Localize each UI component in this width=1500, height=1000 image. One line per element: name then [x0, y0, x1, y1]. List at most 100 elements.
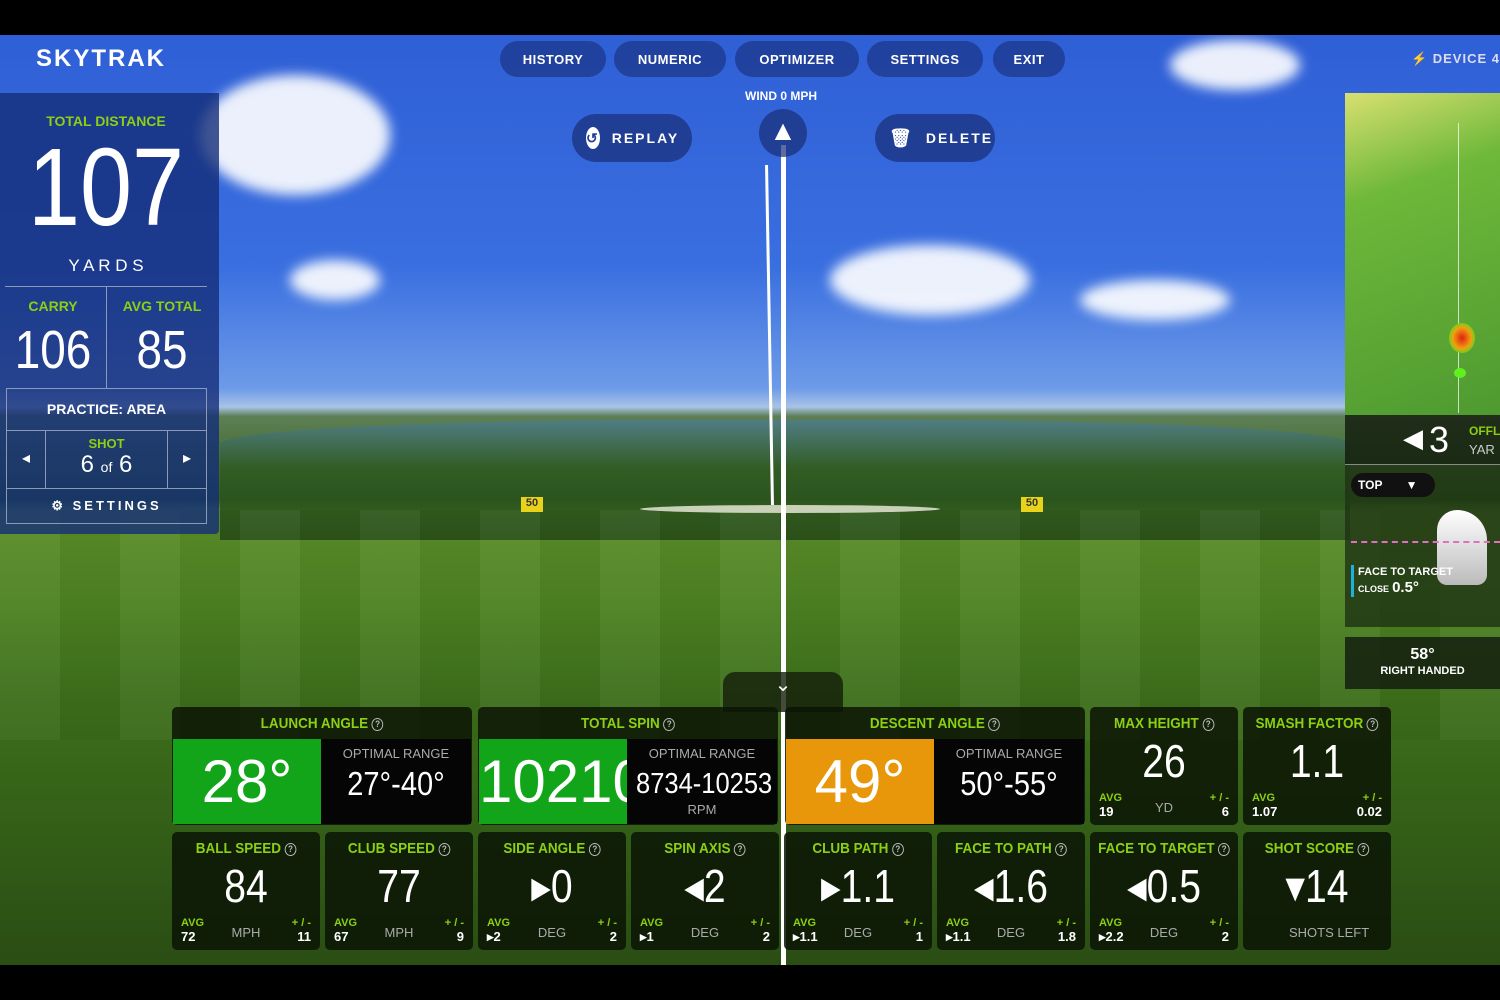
avg-label: AVG: [793, 917, 817, 929]
cloud: [1170, 40, 1300, 90]
metric-value: ▸1.1: [820, 860, 895, 912]
club-face-view: TOP ▼ FACE TO TARGET CLOSE 0.5°: [1345, 465, 1500, 627]
cloud: [290, 260, 380, 300]
plus-minus-value: 2: [1221, 929, 1229, 944]
metric-value: 49°: [786, 739, 934, 824]
offline-readout: ◀ 3 OFFLI YAR: [1345, 415, 1500, 465]
offline-label: OFFLI: [1469, 424, 1500, 438]
max-height-card: MAX HEIGHT? 26 AVG 19 YD + / -6: [1090, 707, 1238, 825]
card-title: CLUB PATH?: [791, 840, 924, 857]
replay-button[interactable]: ↺ REPLAY: [572, 114, 692, 162]
unit-label: DEG: [537, 925, 567, 940]
right-panel: ◀ 3 OFFLI YAR TOP ▼ FACE TO TARGET CLOSE …: [1345, 93, 1500, 689]
spin-axis-card: SPIN AXIS? ◂2 AVG ▸1 DEG + / -2: [631, 832, 779, 950]
avg-value: 1.07: [1252, 804, 1278, 819]
card-title: LAUNCH ANGLE?: [187, 715, 457, 732]
avg-label: AVG: [1252, 792, 1276, 804]
unit-label: SHOTS LEFT: [1289, 925, 1370, 940]
help-icon[interactable]: ?: [663, 718, 676, 731]
collapse-toggle[interactable]: ⌄: [723, 672, 843, 712]
card-title: SHOT SCORE?: [1250, 840, 1383, 857]
nav-settings[interactable]: SETTINGS: [867, 41, 983, 77]
avg-label: AVG: [946, 917, 970, 929]
metric-value: ◂0.5: [1126, 860, 1201, 912]
help-icon[interactable]: ?: [371, 718, 384, 731]
optimal-range-label: OPTIMAL RANGE: [955, 746, 1063, 761]
help-icon[interactable]: ?: [1055, 843, 1068, 856]
prev-shot-button[interactable]: ◂: [7, 431, 46, 488]
face-dir: CLOSE: [1358, 584, 1390, 594]
face-to-target-readout: FACE TO TARGET CLOSE 0.5°: [1351, 565, 1453, 597]
unit-label: DEG: [690, 925, 720, 940]
unit-label: RPM: [687, 802, 717, 817]
avg-value: ▸2.2: [1099, 929, 1124, 944]
descent-angle-card: DESCENT ANGLE? 49° OPTIMAL RANGE 50°-55°: [785, 707, 1085, 825]
help-icon[interactable]: ?: [891, 843, 904, 856]
total-distance-label: TOTAL DISTANCE: [46, 113, 166, 129]
cloud: [1080, 280, 1230, 320]
plus-minus-label: + / -: [750, 917, 770, 929]
avg-label: AVG: [334, 917, 358, 929]
card-title: SPIN AXIS?: [638, 840, 771, 857]
unit-label: MPH: [231, 925, 261, 940]
next-shot-button[interactable]: ▸: [167, 431, 206, 488]
avg-label: AVG: [181, 917, 205, 929]
help-icon[interactable]: ?: [284, 843, 297, 856]
help-icon[interactable]: ?: [1357, 843, 1370, 856]
yards-label: YAR: [1469, 442, 1495, 457]
shot-label: SHOT: [88, 436, 125, 451]
face-value: 0.5°: [1392, 579, 1419, 596]
launch-angle-card: LAUNCH ANGLE? 28° OPTIMAL RANGE 27°-40°: [172, 707, 472, 825]
metric-value: 26: [1142, 735, 1186, 787]
optimal-range-value: 50°-55°: [960, 765, 1058, 802]
card-title: SIDE ANGLE?: [485, 840, 618, 857]
plus-minus-label: + / -: [1209, 792, 1229, 804]
plus-minus-value: 1.8: [1057, 929, 1076, 944]
chevron-down-icon: ▼: [1405, 478, 1418, 492]
plus-minus-value: 2: [609, 929, 617, 944]
club-speed-card: CLUB SPEED? 77 AVG 67 MPH + / -9: [325, 832, 473, 950]
optimal-range-value: 27°-40°: [347, 765, 445, 802]
help-icon[interactable]: ?: [1366, 718, 1379, 731]
avg-label: AVG: [487, 917, 511, 929]
nav-exit[interactable]: EXIT: [993, 41, 1065, 77]
card-title: FACE TO TARGET?: [1097, 840, 1230, 857]
shot-heat-spot: [1449, 323, 1475, 353]
help-icon[interactable]: ?: [1202, 718, 1215, 731]
summary-panel: TOTAL DISTANCE 107 Y A R D S CARRY 106 A…: [0, 93, 219, 534]
help-icon[interactable]: ?: [988, 718, 1001, 731]
nav-optimizer[interactable]: OPTIMIZER: [735, 41, 859, 77]
carry-label: CARRY: [28, 298, 78, 314]
plus-minus-label: + / -: [1209, 917, 1229, 929]
offline-value: 3: [1429, 419, 1450, 460]
delete-label: DELETE: [925, 130, 994, 146]
metric-value: ▾14: [1285, 860, 1349, 912]
delete-button[interactable]: 🗑 DELETE: [875, 114, 995, 162]
help-icon[interactable]: ?: [1218, 843, 1230, 856]
card-title: CLUB SPEED?: [332, 840, 465, 857]
card-title: SMASH FACTOR?: [1250, 715, 1383, 732]
plus-minus-label: + / -: [291, 917, 311, 929]
card-title: BALL SPEED?: [179, 840, 312, 857]
ball-speed-card: BALL SPEED? 84 AVG 72 MPH + / -11: [172, 832, 320, 950]
nav-history[interactable]: HISTORY: [500, 41, 606, 77]
avg-label: AVG: [1099, 917, 1123, 929]
smash-factor-card: SMASH FACTOR? 1.1 AVG 1.07 + / -0.02: [1243, 707, 1391, 825]
skytrak-logo: SKYTRAK: [36, 45, 167, 72]
view-dropdown[interactable]: TOP ▼: [1351, 473, 1435, 497]
help-icon[interactable]: ?: [588, 843, 601, 856]
help-icon[interactable]: ?: [438, 843, 451, 856]
avg-value: ▸2: [487, 929, 501, 944]
card-title: TOTAL SPIN?: [493, 715, 763, 732]
avg-total-label: AVG TOTAL: [122, 298, 202, 314]
cloud: [830, 245, 1030, 315]
help-icon[interactable]: ?: [734, 843, 746, 856]
avg-value: ▸1.1: [793, 929, 818, 944]
shot-total: 6: [119, 451, 133, 478]
nav-numeric[interactable]: NUMERIC: [614, 41, 726, 77]
settings-button[interactable]: ⚙ SETTINGS: [7, 489, 206, 523]
avg-value: 72: [181, 929, 196, 944]
top-bar: SKYTRAK HISTORY NUMERIC OPTIMIZER SETTIN…: [0, 35, 1500, 83]
shot-of: of: [100, 459, 113, 475]
plus-minus-label: + / -: [1362, 792, 1382, 804]
